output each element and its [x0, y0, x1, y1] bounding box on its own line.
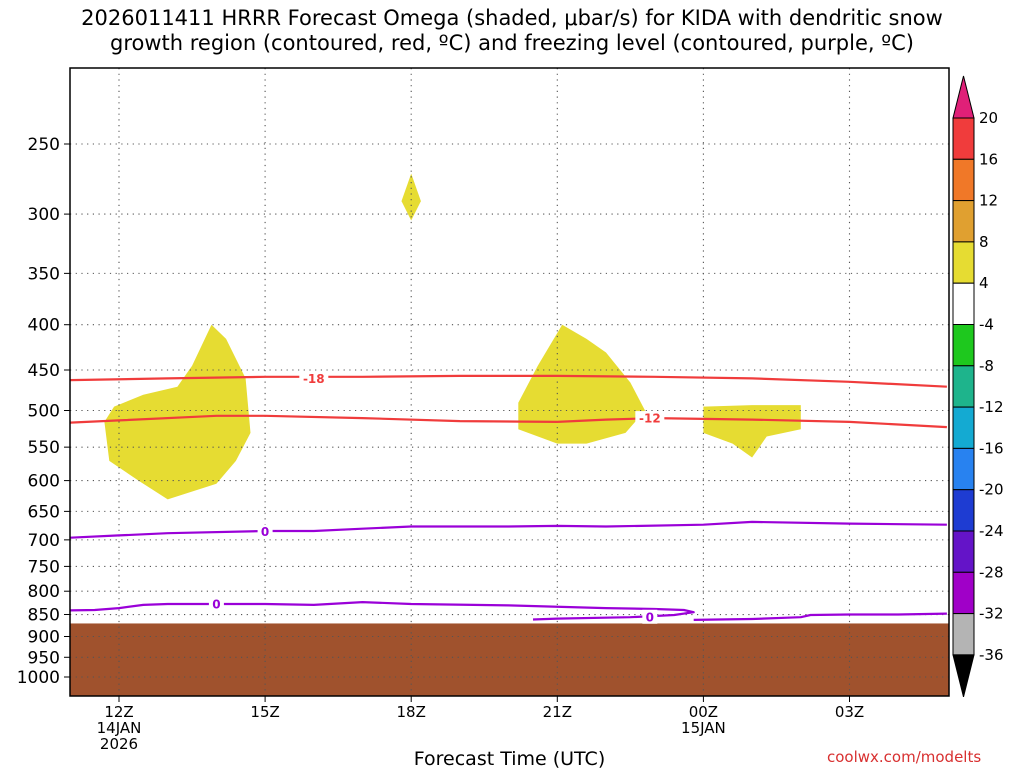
colorbar-segment [952, 489, 975, 532]
freezing-level-lower-east [693, 612, 947, 621]
x-tick-label: 15Z [250, 703, 279, 721]
omega-region-3 [518, 324, 645, 444]
dgz-contour-minus12 [70, 414, 947, 429]
y-tick-label-350: 350 [28, 264, 60, 284]
freezing-level-lower-label: 0 [212, 597, 220, 611]
chart-title: 2026011411 HRRR Forecast Omega (shaded, … [0, 6, 1024, 56]
x-tick-label: 00Z [689, 703, 718, 721]
colorbar-top-arrow [952, 75, 975, 119]
y-tick-label-500: 500 [28, 402, 60, 422]
colorbar-segment [952, 571, 975, 615]
y-tick-label-700: 700 [28, 531, 60, 551]
freezing-level-upper-label: 0 [261, 525, 269, 539]
colorbar-label: -12 [979, 398, 1004, 416]
x-tick-label: 14JAN [97, 719, 142, 737]
colorbar-label: -4 [979, 316, 994, 334]
dgz-contour-minus18-label: -18 [303, 372, 325, 386]
y-tick-label-850: 850 [28, 606, 60, 626]
y-tick-label-950: 950 [28, 648, 60, 668]
omega-region-2 [401, 173, 421, 221]
freezing-level-lower-east-label-bg [642, 609, 658, 624]
colorbar: 20 16 12 8 4 -4 -8 -12 -16 -20 -24 -28 -32 -36 [952, 75, 1004, 698]
y-tick-label-450: 450 [28, 361, 60, 381]
colorbar-label: 8 [979, 233, 989, 251]
x-tick-label: 21Z [543, 703, 572, 721]
x-tick-label: 03Z [835, 703, 864, 721]
colorbar-label: 4 [979, 274, 989, 292]
freezing-level-upper-label-bg [257, 524, 273, 539]
colorbar-segment [952, 158, 975, 202]
colorbar-segment [952, 324, 975, 367]
colorbar-segment [952, 530, 975, 573]
y-tick-label-1000: 1000 [17, 668, 60, 688]
x-tick-label: 18Z [397, 703, 426, 721]
x-axis-title: Forecast Time (UTC) [414, 748, 605, 768]
colorbar-label: -32 [979, 605, 1004, 623]
dgz-contour-minus12-label-bg [635, 411, 665, 426]
colorbar-label: -28 [979, 563, 1004, 581]
omega-region-4 [703, 405, 801, 458]
colorbar-label: -24 [979, 522, 1004, 540]
x-tick-label: 12Z [104, 703, 133, 721]
colorbar-bottom-arrow [952, 654, 975, 698]
y-tick-label-800: 800 [28, 582, 60, 602]
plot-layer: -18 -12 0 0 0 250 300 350 400 450 500 550 600 650 700 7… [17, 67, 950, 768]
dgz-contour-minus18-label-bg [299, 371, 329, 386]
y-tick-label-250: 250 [28, 135, 60, 155]
dgz-contour-minus18 [70, 374, 947, 388]
colorbar-label: 20 [979, 109, 998, 127]
x-tick-label: 15JAN [681, 719, 726, 737]
colorbar-segment [952, 406, 975, 449]
colorbar-segment [952, 241, 975, 284]
y-tick-label-900: 900 [28, 627, 60, 647]
colorbar-label: -36 [979, 646, 1004, 664]
y-tick-label-650: 650 [28, 502, 60, 522]
colorbar-label: 16 [979, 150, 998, 168]
colorbar-label: -16 [979, 439, 1004, 457]
x-tick-label: 2026 [100, 735, 138, 753]
freezing-level-lower [70, 601, 695, 621]
freezing-level-lower-label-bg [208, 596, 224, 611]
freezing-level-upper [70, 520, 947, 539]
plot-frame [69, 67, 950, 697]
colorbar-label: -8 [979, 357, 994, 375]
colorbar-segment [952, 613, 975, 656]
omega-region-1 [104, 324, 251, 500]
colorbar-segment [952, 200, 975, 243]
y-tick-label-600: 600 [28, 472, 60, 492]
chart-title-line-2: growth region (contoured, red, ºC) and f… [110, 31, 914, 55]
colorbar-label: 12 [979, 192, 998, 210]
chart-title-line-1: 2026011411 HRRR Forecast Omega (shaded, … [81, 6, 943, 30]
colorbar-segment [952, 447, 975, 491]
ground-area [70, 623, 949, 696]
colorbar-segment [952, 365, 975, 408]
y-tick-label-400: 400 [28, 316, 60, 336]
dgz-contour-minus12-label: -12 [639, 412, 661, 426]
y-tick-label-750: 750 [28, 557, 60, 577]
colorbar-segment [952, 282, 975, 326]
colorbar-segment [952, 117, 975, 160]
y-tick-label-300: 300 [28, 205, 60, 225]
freezing-level-lower-east-label: 0 [646, 610, 654, 624]
y-tick-label-550: 550 [28, 438, 60, 458]
colorbar-label: -20 [979, 481, 1004, 499]
credit-text: coolwx.com/modelts [827, 748, 982, 766]
